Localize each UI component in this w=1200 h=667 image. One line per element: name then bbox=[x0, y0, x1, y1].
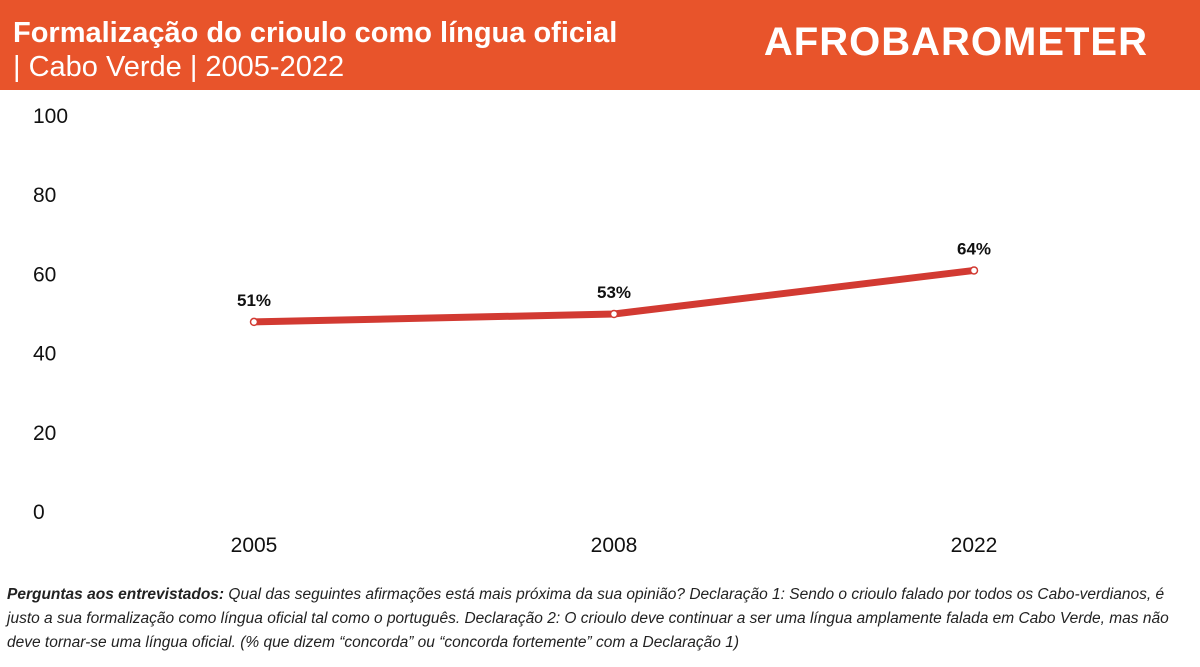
y-tick-label: 0 bbox=[33, 501, 45, 524]
data-point bbox=[609, 309, 619, 319]
x-tick-label: 2008 bbox=[591, 534, 638, 557]
data-point bbox=[249, 317, 259, 327]
y-tick-label: 60 bbox=[33, 263, 56, 286]
chart-subtitle: | Cabo Verde | 2005-2022 bbox=[13, 51, 345, 83]
y-tick-label: 100 bbox=[33, 105, 68, 128]
data-label: 51% bbox=[237, 291, 271, 310]
y-axis: 0 20 40 60 80 100 bbox=[33, 105, 68, 524]
data-label: 64% bbox=[957, 239, 991, 258]
y-tick-label: 40 bbox=[33, 343, 56, 366]
data-point bbox=[969, 266, 979, 275]
footnote: Perguntas aos entrevistados: Qual das se… bbox=[7, 583, 1195, 655]
line-chart: 0 20 40 60 80 100 2005 2008 2022 51% 53% 64% bbox=[33, 105, 998, 557]
y-tick-label: 20 bbox=[33, 422, 56, 445]
data-label: 53% bbox=[597, 283, 631, 302]
y-tick-label: 80 bbox=[33, 184, 56, 207]
footnote-text: Qual das seguintes afirmações está mais … bbox=[7, 586, 1169, 651]
series-group: 51% 53% 64% bbox=[237, 239, 991, 327]
header-bar: Formalização do crioulo como língua ofic… bbox=[0, 0, 1200, 90]
x-axis: 2005 2008 2022 bbox=[231, 534, 998, 557]
x-tick-label: 2022 bbox=[951, 534, 998, 557]
chart-title: Formalização do crioulo como língua ofic… bbox=[13, 17, 618, 49]
footnote-lead: Perguntas aos entrevistados: bbox=[7, 586, 225, 603]
afrobarometer-logo: AFROBAROMETER bbox=[763, 20, 1148, 64]
x-tick-label: 2005 bbox=[231, 534, 278, 557]
